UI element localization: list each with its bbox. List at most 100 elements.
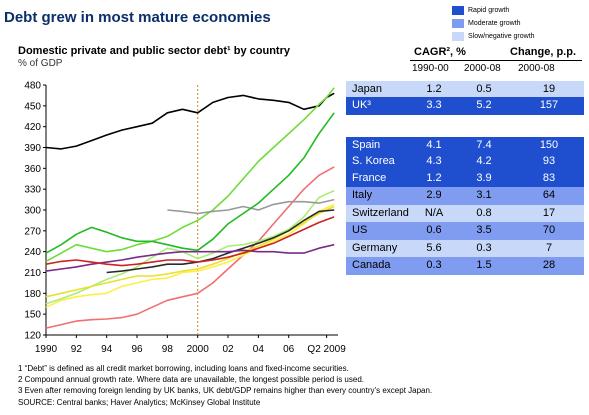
cagr-1990-00-cell: 2.9	[426, 189, 442, 201]
legend-item-moderate: Moderate growth	[452, 17, 521, 29]
cagr-1990-00-cell: 1.2	[426, 83, 442, 95]
change-header: Change, p.p.	[510, 46, 576, 58]
country-cell: Japan	[352, 83, 382, 95]
legend-swatch-moderate	[452, 18, 464, 28]
y-tick-label: 360	[24, 164, 41, 175]
cagr-1990-00-cell: 5.6	[426, 242, 442, 254]
header-divider	[410, 60, 582, 61]
table-row: Switzerland N/A 0.8 17	[346, 205, 584, 223]
chart-unit: % of GDP	[18, 58, 63, 69]
y-tick-label: 330	[24, 185, 41, 196]
table-row: Spain 4.1 7.4 150	[346, 137, 584, 155]
series-line-germany	[45, 243, 335, 272]
cagr-2000-08-cell: 3.9	[476, 172, 492, 184]
y-tick-label: 420	[24, 122, 41, 133]
legend-swatch-rapid	[452, 5, 464, 15]
cagr-1990-00-cell: 4.3	[426, 155, 442, 167]
legend-label: Slow/negative growth	[468, 32, 535, 40]
change-cell: 70	[542, 224, 556, 236]
series-line-canada	[45, 216, 335, 267]
series-line-green-bright	[45, 112, 335, 254]
page-title: Debt grew in most mature economies	[4, 9, 271, 26]
y-tick-label: 300	[24, 206, 41, 217]
period1-header: 1990-00	[412, 63, 449, 74]
change-cell: 93	[542, 155, 556, 167]
country-cell: Italy	[352, 189, 373, 201]
change-cell: 17	[542, 207, 556, 219]
x-tick-label: 96	[131, 344, 143, 355]
table-row: Canada 0.3 1.5 28	[346, 257, 584, 275]
x-tick-label: Q2 2009	[307, 344, 346, 355]
x-tick-label: 06	[283, 344, 295, 355]
chart-subtitle: Domestic private and public sector debt¹…	[18, 45, 290, 57]
change-cell: 19	[542, 83, 556, 95]
series-line-france	[45, 203, 335, 308]
table-row: Germany 5.6 0.3 7	[346, 240, 584, 258]
legend-item-slow: Slow/negative growth	[452, 30, 535, 42]
footnote-1: 1 “Debt” is defined as all credit market…	[18, 364, 349, 373]
series-line-spain	[45, 166, 335, 329]
cagr-1990-00-cell: 4.1	[426, 139, 442, 151]
country-cell: Canada	[352, 259, 391, 271]
legend-swatch-slow	[452, 31, 464, 41]
table-row: France 1.2 3.9 83	[346, 170, 584, 188]
legend-label: Rapid growth	[468, 6, 510, 14]
country-cell: Switzerland	[352, 207, 409, 219]
cagr-2000-08-cell: 0.5	[476, 83, 492, 95]
table-row: US 0.6 3.5 70	[346, 222, 584, 240]
x-tick-label: 1990	[35, 344, 58, 355]
change-cell: 7	[545, 242, 553, 254]
y-tick-label: 180	[24, 289, 41, 300]
y-tick-label: 210	[24, 268, 41, 279]
y-tick-label: 270	[24, 226, 41, 237]
footnote-3: 3 Even after removing foreign lending by…	[18, 386, 433, 395]
cagr-2000-08-cell: 3.1	[476, 189, 492, 201]
legend-item-rapid: Rapid growth	[452, 4, 509, 16]
series-line-japan	[45, 92, 335, 150]
table-row: S. Korea 4.3 4.2 93	[346, 153, 584, 171]
country-cell: S. Korea	[352, 155, 395, 167]
table-row: Italy 2.9 3.1 64	[346, 187, 584, 205]
country-cell: France	[352, 172, 387, 184]
cagr-2000-08-cell: 5.2	[476, 99, 492, 111]
change-cell: 157	[539, 99, 559, 111]
y-tick-label: 390	[24, 143, 41, 154]
x-tick-label: 2000	[187, 344, 210, 355]
cagr-2000-08-cell: 0.8	[476, 207, 492, 219]
country-cell: US	[352, 224, 368, 236]
change-cell: 28	[542, 259, 556, 271]
cagr-1990-00-cell: 3.3	[426, 99, 442, 111]
y-tick-label: 240	[24, 247, 41, 258]
cagr-2000-08-cell: 4.2	[476, 155, 492, 167]
x-tick-label: 02	[222, 344, 234, 355]
source-note: SOURCE: Central banks; Haver Analytics; …	[18, 398, 261, 407]
country-cell: Germany	[352, 242, 398, 254]
cagr-1990-00-cell: 1.2	[426, 172, 442, 184]
cagr-2000-08-cell: 1.5	[476, 259, 492, 271]
series-line-uk	[45, 87, 335, 263]
x-tick-label: 94	[101, 344, 113, 355]
change-cell: 150	[539, 139, 559, 151]
y-tick-label: 480	[24, 81, 41, 92]
country-cell: UK³	[352, 99, 371, 111]
cagr-1990-00-cell: N/A	[424, 207, 444, 219]
period2-header: 2000-08	[464, 63, 501, 74]
cagr-1990-00-cell: 0.3	[426, 259, 442, 271]
x-tick-label: 04	[253, 344, 265, 355]
country-cell: Spain	[352, 139, 381, 151]
change-cell: 64	[542, 189, 556, 201]
legend-label: Moderate growth	[468, 19, 521, 27]
y-tick-label: 150	[24, 310, 41, 321]
cagr-2000-08-cell: 3.5	[476, 224, 492, 236]
period3-header: 2000-08	[518, 63, 555, 74]
x-tick-label: 92	[71, 344, 83, 355]
y-tick-label: 450	[24, 101, 41, 112]
y-tick-label: 120	[24, 331, 41, 342]
table-row: Japan 1.2 0.5 19	[346, 81, 584, 99]
x-tick-label: 98	[162, 344, 174, 355]
table-row: UK³ 3.3 5.2 157	[346, 97, 584, 115]
cagr-1990-00-cell: 0.6	[426, 224, 442, 236]
cagr-2000-08-cell: 0.3	[476, 242, 492, 254]
change-cell: 83	[542, 172, 556, 184]
